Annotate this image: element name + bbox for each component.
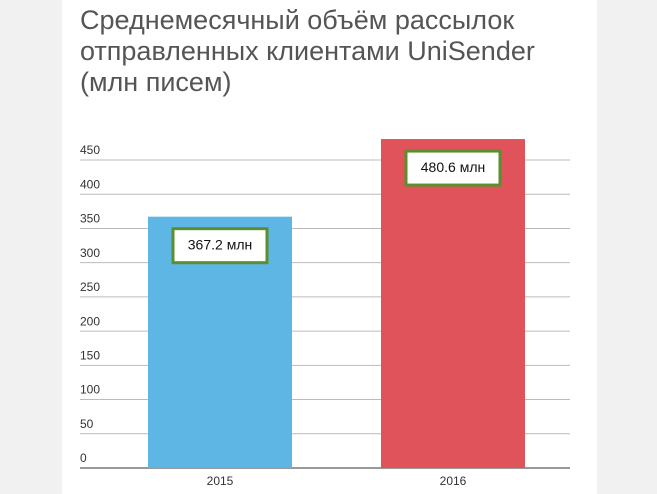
- y-tick-label: 0: [80, 451, 87, 465]
- y-tick-label: 300: [80, 246, 100, 260]
- y-tick-label: 350: [80, 212, 100, 226]
- bar: [381, 139, 525, 468]
- value-label: 480.6 млн: [421, 159, 485, 175]
- y-tick-label: 150: [80, 349, 100, 363]
- chart-title: (млн писем): [80, 67, 232, 97]
- x-tick-label: 2016: [440, 474, 467, 488]
- value-label-box: [171, 227, 269, 265]
- y-tick-label: 450: [80, 143, 100, 157]
- y-tick-label: 200: [80, 314, 100, 328]
- y-tick-label: 400: [80, 177, 100, 191]
- x-tick-label: 2015: [207, 474, 234, 488]
- y-tick-label: 250: [80, 280, 100, 294]
- value-label-box: [404, 149, 502, 187]
- y-tick-label: 100: [80, 383, 100, 397]
- value-label: 367.2 млн: [188, 236, 252, 252]
- chart-title: Среднемесячный объём рассылок: [80, 5, 514, 35]
- y-tick-label: 50: [80, 417, 94, 431]
- chart-title: отправленных клиентами UniSender: [80, 36, 535, 66]
